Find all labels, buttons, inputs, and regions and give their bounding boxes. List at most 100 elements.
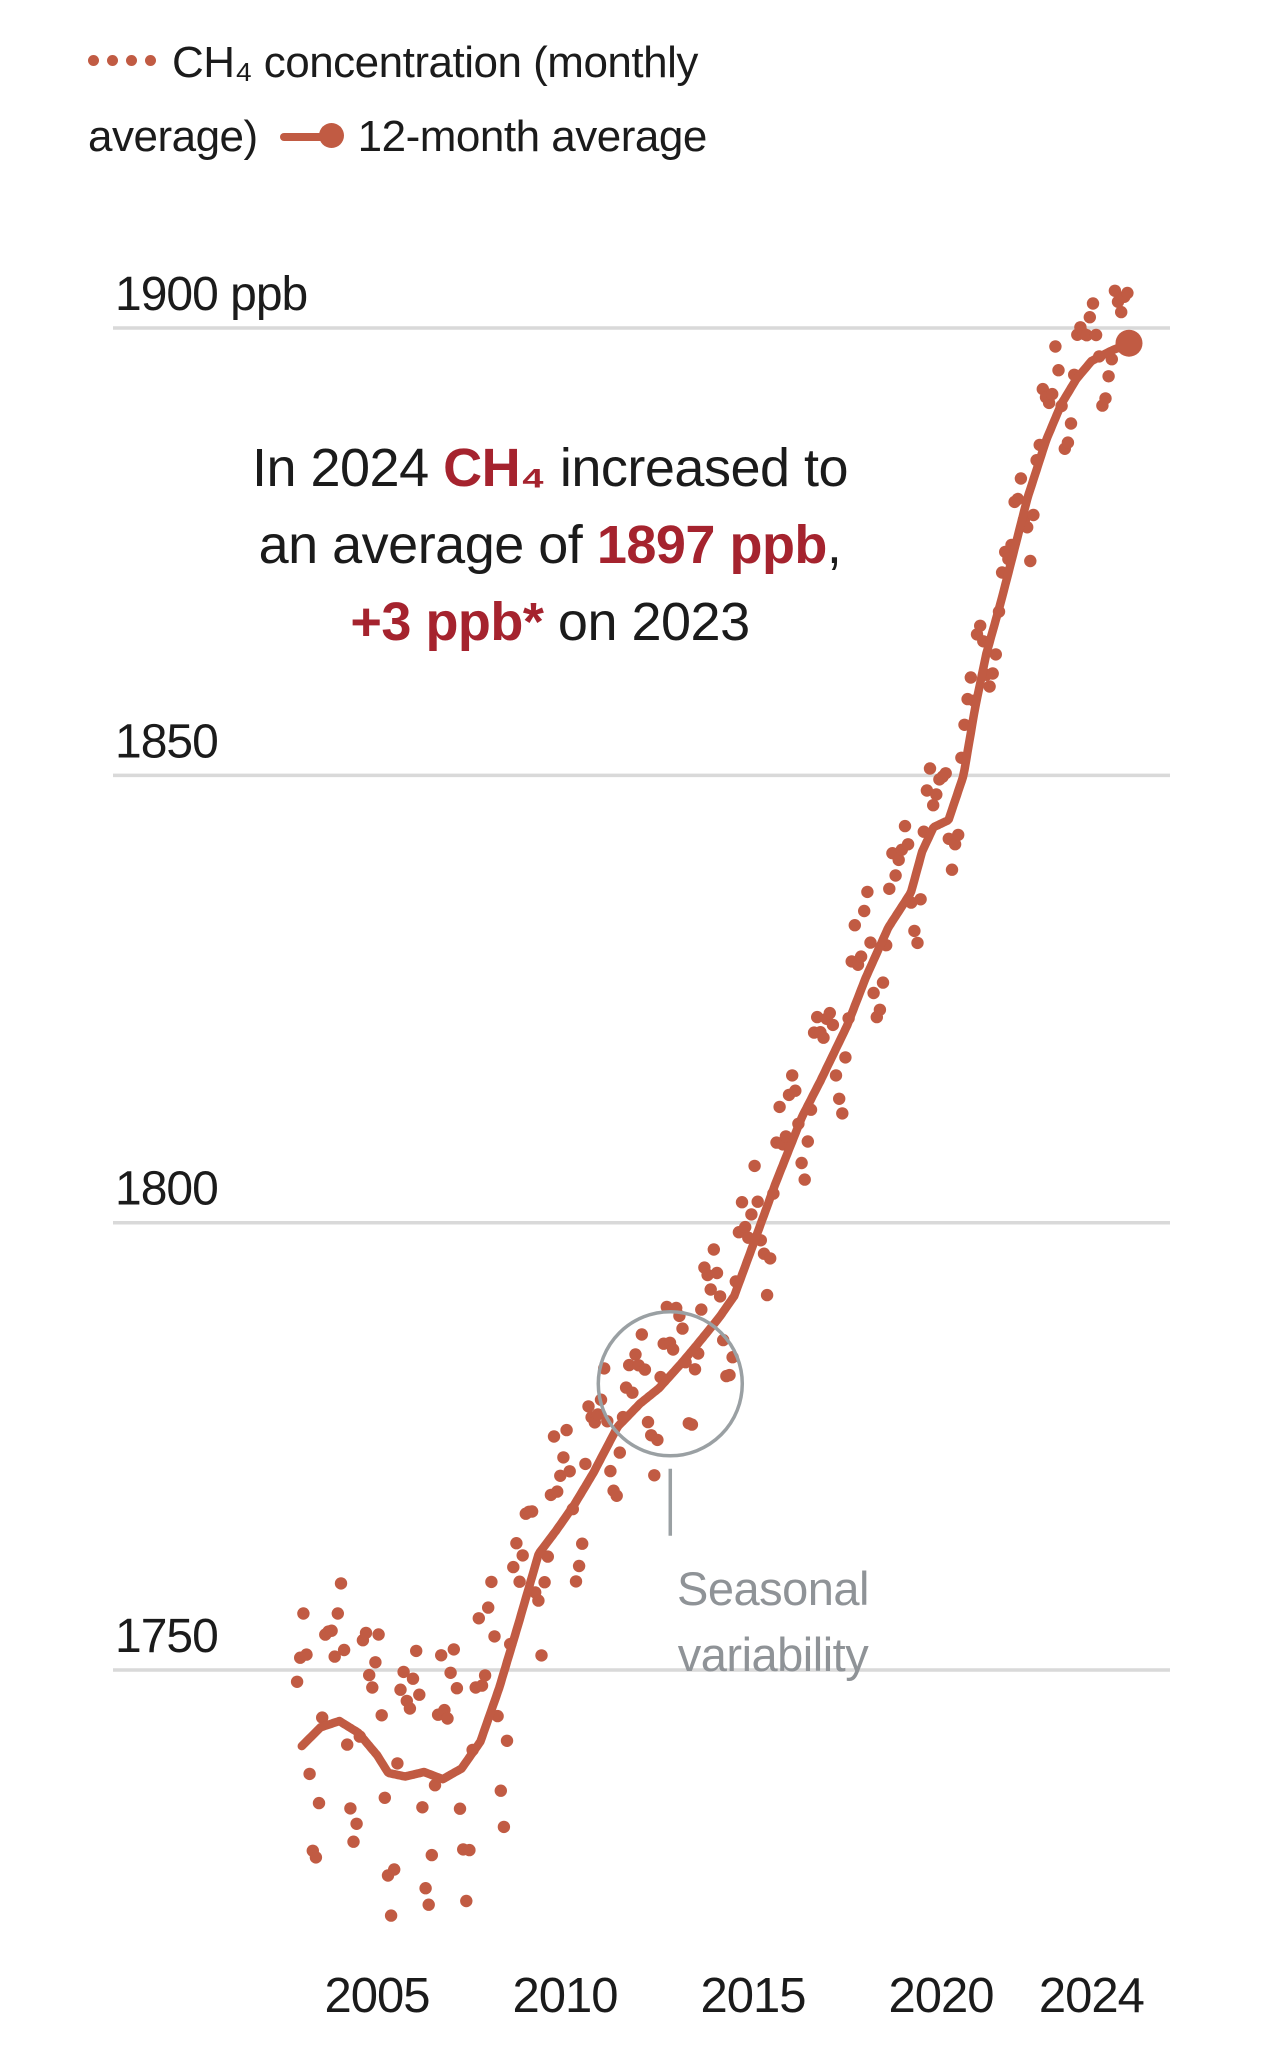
- monthly-dot: [1121, 286, 1134, 300]
- monthly-dot: [920, 784, 934, 797]
- monthly-dot: [713, 1290, 727, 1303]
- monthly-dot: [582, 1400, 595, 1413]
- monthly-dot: [488, 1630, 501, 1643]
- monthly-dot: [372, 1628, 385, 1641]
- monthly-dot: [1011, 492, 1024, 506]
- monthly-dot: [983, 680, 996, 693]
- monthly-dot: [1102, 370, 1115, 383]
- monthly-dot: [811, 1010, 824, 1024]
- monthly-dot: [848, 919, 861, 932]
- x-axis-tick-label: 2024: [1039, 1969, 1144, 2023]
- monthly-dot: [930, 788, 943, 801]
- monthly-dot: [1115, 305, 1128, 319]
- monthly-dot: [1024, 554, 1037, 568]
- monthly-dot: [325, 1624, 338, 1637]
- monthly-dot: [419, 1882, 432, 1895]
- monthly-dot: [497, 1820, 511, 1834]
- annotation-line: +3 ppb* on 2023: [350, 592, 750, 652]
- monthly-dot: [341, 1738, 354, 1751]
- monthly-dot: [1089, 328, 1103, 342]
- monthly-dot: [309, 1851, 323, 1864]
- monthly-dot: [883, 882, 896, 895]
- monthly-dot: [952, 828, 965, 842]
- monthly-dot: [798, 1173, 811, 1186]
- monthly-dot: [1052, 364, 1065, 377]
- x-axis-tick-label: 2015: [700, 1969, 805, 2023]
- monthly-dot: [695, 1303, 708, 1316]
- monthly-dot: [666, 1343, 680, 1356]
- monthly-dot: [350, 1817, 363, 1831]
- monthly-dot: [413, 1688, 426, 1701]
- monthly-dot: [290, 1675, 304, 1689]
- monthly-dot: [751, 1195, 764, 1208]
- monthly-dot: [1027, 508, 1040, 522]
- monthly-dot: [410, 1644, 423, 1658]
- monthly-dot: [911, 936, 924, 950]
- monthly-dot: [861, 885, 874, 899]
- monthly-dot: [441, 1712, 454, 1725]
- average-series-legend-label: 12-month average: [357, 112, 708, 161]
- monthly-dot: [801, 1135, 814, 1148]
- monthly-dot: [1049, 340, 1062, 353]
- monthly-dot: [394, 1683, 407, 1696]
- monthly-dot: [829, 1069, 843, 1082]
- monthly-dot: [795, 1156, 808, 1170]
- monthly-dot: [676, 1322, 689, 1335]
- monthly-dot: [579, 1457, 592, 1471]
- monthly-dot: [989, 648, 1002, 661]
- monthly-dot: [391, 1757, 404, 1770]
- monthly-dot: [359, 1626, 373, 1640]
- monthly-dot: [786, 1069, 799, 1082]
- monthly-dot: [569, 1575, 583, 1588]
- monthly-dot: [366, 1681, 379, 1694]
- monthly-dot: [898, 819, 912, 833]
- monthly-dot: [563, 1465, 576, 1478]
- monthly-dot: [576, 1537, 589, 1550]
- monthly-dot: [384, 1909, 398, 1922]
- monthly-dot: [463, 1843, 476, 1857]
- highlight-circle: [596, 1309, 745, 1458]
- monthly-dot: [557, 1451, 570, 1464]
- monthly-series-legend-icon: [88, 54, 156, 66]
- monthly-dot: [547, 1430, 561, 1443]
- monthly-dot: [764, 1252, 777, 1265]
- monthly-dot: [500, 1734, 514, 1748]
- monthly-dot: [591, 1408, 605, 1421]
- monthly-dot: [388, 1863, 401, 1876]
- monthly-dot: [964, 671, 977, 684]
- x-axis-tick-label: 2005: [324, 1969, 429, 2023]
- annotation-line: an average of 1897 ppb,: [258, 515, 842, 575]
- average-line: [297, 338, 1134, 1784]
- monthly-dot: [482, 1601, 495, 1614]
- monthly-dot: [685, 1418, 699, 1431]
- monthly-dot: [901, 838, 915, 851]
- monthly-dot: [447, 1643, 460, 1656]
- monthly-dot: [974, 619, 987, 632]
- monthly-dot: [635, 1328, 648, 1341]
- monthly-dot: [748, 1159, 761, 1173]
- chart-legend: CH₄ concentration (monthly average) 12-mo…: [88, 26, 748, 174]
- monthly-dot: [745, 1208, 758, 1221]
- monthly-dot: [648, 1469, 661, 1482]
- monthly-dot: [375, 1709, 388, 1722]
- monthly-dot: [532, 1594, 545, 1607]
- monthly-dot: [833, 1092, 846, 1106]
- monthly-dot: [623, 1358, 636, 1372]
- monthly-dot: [867, 986, 880, 1000]
- monthly-dot: [300, 1648, 313, 1661]
- monthly-dot: [422, 1898, 435, 1911]
- monthly-dot: [328, 1650, 341, 1663]
- monthly-dot: [1061, 436, 1075, 449]
- monthly-dot: [735, 1196, 749, 1209]
- monthly-dot: [554, 1469, 567, 1483]
- monthly-dot: [478, 1669, 492, 1682]
- monthly-dot: [914, 893, 927, 906]
- monthly-dot: [450, 1682, 464, 1695]
- monthly-dot: [331, 1607, 344, 1620]
- monthly-dot: [406, 1672, 420, 1685]
- monthly-dot: [428, 1779, 442, 1792]
- monthly-dot: [303, 1767, 316, 1781]
- monthly-dot: [403, 1702, 417, 1715]
